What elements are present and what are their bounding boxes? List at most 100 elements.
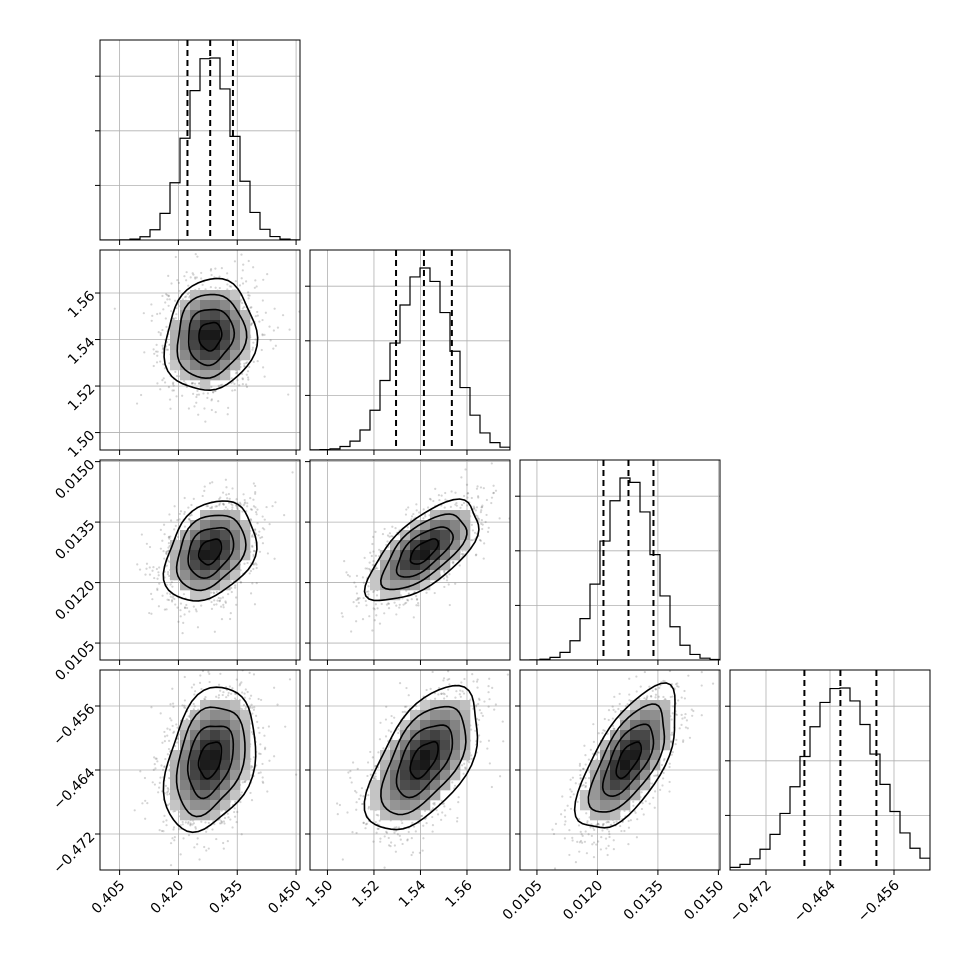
scatter-point [249, 518, 252, 521]
scatter-point [398, 606, 401, 609]
scatter-point [248, 697, 251, 700]
scatter-point [231, 826, 234, 829]
scatter-point [654, 688, 657, 691]
scatter-point [210, 408, 213, 412]
scatter-point [475, 704, 478, 707]
scatter-point [168, 398, 172, 401]
scatter-point [268, 522, 271, 526]
scatter-point [597, 732, 600, 735]
scatter-point [226, 413, 229, 416]
scatter-point [209, 285, 212, 289]
scatter-point [261, 318, 264, 322]
scatter-point [192, 605, 195, 608]
density-cell [210, 300, 221, 311]
scatter-point [162, 820, 165, 823]
scatter-point [145, 562, 149, 565]
scatter-point [375, 813, 378, 817]
scatter-point [371, 756, 374, 759]
density-cell [420, 770, 431, 781]
scatter-point [154, 757, 157, 760]
scatter-point [215, 590, 218, 594]
scatter-point [662, 771, 665, 775]
scatter-point [605, 847, 608, 850]
density-cell [410, 720, 421, 731]
scatter-point [470, 757, 473, 760]
scatter-point [234, 584, 237, 587]
scatter-point [379, 837, 382, 840]
scatter-point [183, 496, 186, 500]
scatter-point [240, 253, 243, 256]
y-tick-label: −0.472 [50, 829, 98, 877]
scatter-point [578, 841, 582, 844]
scatter-point [141, 802, 144, 805]
density-cell [200, 520, 211, 531]
scatter-point [602, 822, 605, 826]
scatter-point [463, 762, 466, 765]
scatter-point [251, 322, 254, 325]
scatter-point [194, 827, 197, 830]
scatter-point [189, 822, 192, 825]
scatter-point [395, 876, 397, 878]
scatter-point [452, 560, 455, 564]
density-cell [210, 790, 221, 801]
scatter-point [259, 752, 262, 756]
scatter-point [607, 718, 610, 722]
scatter-point [485, 513, 488, 517]
density-cell [220, 530, 231, 541]
scatter-point [186, 822, 190, 825]
scatter-point [188, 517, 191, 521]
scatter-point [482, 487, 485, 490]
scatter-point [447, 583, 450, 586]
scatter-point [610, 823, 613, 826]
scatter-point [595, 843, 598, 846]
scatter-point [444, 814, 447, 817]
scatter-point [233, 382, 236, 385]
scatter-point [233, 815, 237, 818]
scatter-point [372, 607, 375, 610]
scatter-point [256, 360, 259, 363]
scatter-point [481, 523, 484, 526]
scatter-point [425, 822, 428, 825]
scatter-point [602, 729, 605, 732]
scatter-point [355, 791, 358, 794]
scatter-point [182, 621, 185, 624]
scatter-point [191, 272, 194, 275]
scatter-point [163, 740, 166, 743]
scatter-point [491, 686, 494, 690]
scatter-point [209, 267, 213, 271]
contour-2 [163, 277, 259, 392]
density-cell [190, 560, 201, 571]
scatter-point [227, 406, 230, 409]
scatter-point [153, 576, 156, 580]
scatter-point [156, 350, 159, 353]
scatter-point [366, 567, 369, 570]
scatter-point [217, 384, 220, 387]
scatter-point [230, 377, 233, 380]
scatter-point [608, 832, 611, 836]
scatter-point [217, 694, 221, 697]
scatter-point [500, 630, 502, 632]
scatter-point [564, 820, 567, 823]
scatter-point [168, 560, 171, 563]
scatter-point [210, 398, 213, 401]
scatter-point [146, 802, 149, 805]
scatter-point [397, 826, 401, 829]
scatter-point [620, 829, 623, 833]
scatter-point [173, 836, 176, 839]
scatter-point [193, 846, 196, 849]
scatter-point [385, 830, 388, 833]
scatter-point [133, 809, 136, 812]
scatter-point [393, 844, 396, 847]
scatter-point [428, 497, 432, 500]
scatter-point [241, 383, 244, 386]
scatter-point [589, 748, 592, 751]
scatter-point [470, 728, 473, 731]
scatter-point [179, 510, 183, 513]
density-cell [230, 360, 241, 371]
scatter-point [390, 722, 393, 725]
scatter-point [194, 608, 197, 611]
scatter-point [204, 821, 207, 824]
scatter-point [584, 785, 587, 789]
contour-1.5 [380, 705, 467, 816]
scatter-point [241, 377, 244, 380]
